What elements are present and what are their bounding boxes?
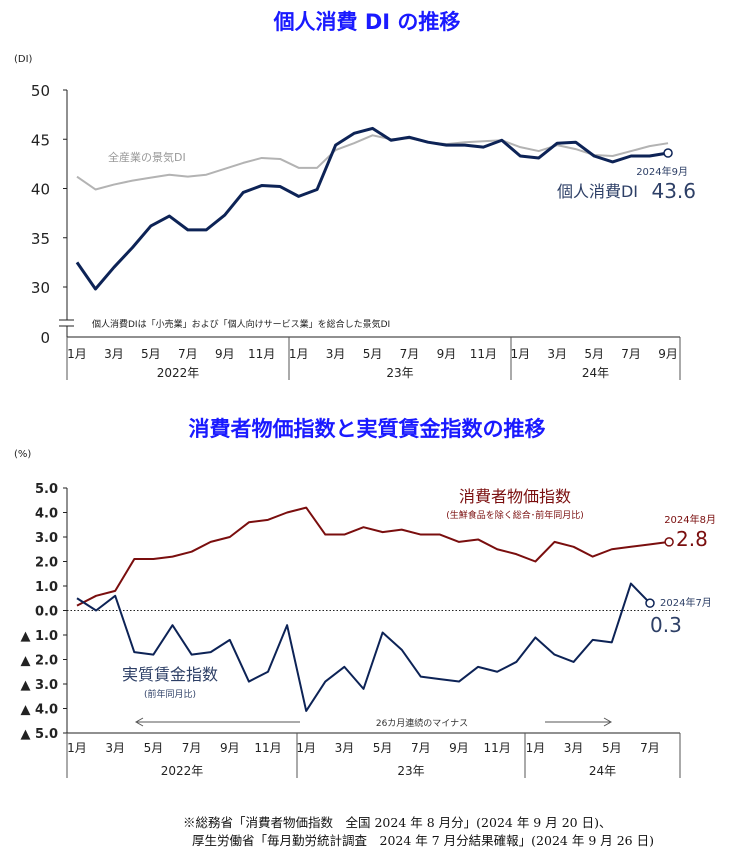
y-tick-label: 30 bbox=[31, 279, 50, 297]
y-zero-label: 0 bbox=[40, 329, 50, 347]
annotation-negative-streak: 26カ月連続のマイナス bbox=[376, 717, 468, 729]
x-tick-label: 11月 bbox=[254, 741, 281, 755]
y-tick-label: 5.0 bbox=[35, 482, 58, 497]
year-label: 2022年 bbox=[161, 764, 204, 778]
legend-real-wage-sub: (前年同月比) bbox=[144, 688, 196, 700]
x-tick-label: 11月 bbox=[484, 741, 511, 755]
x-tick-label: 9月 bbox=[658, 347, 678, 361]
latest-date: 2024年9月 bbox=[636, 165, 688, 178]
y-tick-label: 3.0 bbox=[35, 531, 58, 546]
x-tick-label: 1月 bbox=[510, 347, 530, 361]
chart2-cpi-real-wage: 5.0 4.0 3.0 2.0 1.0 0.0 ▲ 1.0 ▲ 2.0 ▲ 3.0 ▲ 4.0 ▲ … bbox=[20, 482, 716, 778]
x-tick-label: 7月 bbox=[178, 347, 198, 361]
wage-latest-date: 2024年7月 bbox=[660, 596, 712, 609]
y-tick-label: ▲ 4.0 bbox=[20, 703, 58, 718]
y-tick-label: 1.0 bbox=[35, 580, 58, 595]
x-tick-label: 5月 bbox=[141, 347, 161, 361]
x-tick-label: 7月 bbox=[182, 741, 202, 755]
year-label: 24年 bbox=[589, 764, 616, 778]
year-label: 23年 bbox=[397, 764, 424, 778]
x-tick-label: 7月 bbox=[400, 347, 420, 361]
y-tick-label: 2.0 bbox=[35, 556, 58, 571]
legend-cpi-sub: (生鮮食品を除く総合･前年同月比) bbox=[446, 509, 584, 521]
legend-cpi: 消費者物価指数 bbox=[459, 487, 571, 506]
chart1-unit-label: (DI) bbox=[14, 54, 33, 65]
chart2-title: 消費者物価指数と実質賃金指数の推移 bbox=[188, 417, 546, 441]
legend-real-wage: 実質賃金指数 bbox=[122, 665, 218, 684]
x-tick-label: 9月 bbox=[215, 347, 235, 361]
cpi-latest-date: 2024年8月 bbox=[664, 513, 716, 526]
x-tick-label: 1月 bbox=[67, 347, 87, 361]
year-label: 24年 bbox=[582, 366, 609, 380]
y-tick-label: ▲ 3.0 bbox=[20, 678, 58, 693]
y-tick-label: 35 bbox=[31, 230, 50, 248]
x-tick-label: 3月 bbox=[105, 741, 125, 755]
x-tick-label: 7月 bbox=[411, 741, 431, 755]
x-tick-label: 5月 bbox=[584, 347, 604, 361]
latest-value: 43.6 bbox=[651, 179, 696, 203]
x-tick-label: 1月 bbox=[67, 741, 87, 755]
x-tick-label: 9月 bbox=[437, 347, 457, 361]
y-tick-label: 0.0 bbox=[35, 605, 58, 620]
x-tick-label: 5月 bbox=[363, 347, 383, 361]
chart1-title: 個人消費 DI の推移 bbox=[273, 10, 461, 34]
y-tick-label: 45 bbox=[31, 131, 50, 149]
y-tick-label: 50 bbox=[31, 82, 50, 100]
footnote-line-2: 厚生労働省「毎月勤労統計調査 2024 年 7 月分結果確報」(2024 年 9… bbox=[192, 833, 654, 848]
cpi-latest-marker bbox=[664, 537, 674, 547]
x-tick-label: 1月 bbox=[289, 347, 309, 361]
x-tick-label: 1月 bbox=[296, 741, 316, 755]
x-tick-label: 11月 bbox=[248, 347, 275, 361]
x-tick-label: 11月 bbox=[470, 347, 497, 361]
chart1-personal-consumption-di: 50 45 40 35 30 0 個人消費DIは「小売業」および「個人向けサービス業」を総合… bbox=[31, 82, 696, 380]
y-tick-label: ▲ 5.0 bbox=[20, 727, 58, 742]
cpi-latest-value: 2.8 bbox=[676, 527, 708, 551]
x-tick-label: 9月 bbox=[449, 741, 469, 755]
x-tick-label: 7月 bbox=[640, 741, 660, 755]
x-tick-label: 5月 bbox=[373, 741, 393, 755]
year-label: 23年 bbox=[386, 366, 413, 380]
legend-all-industry-di: 全産業の景気DI bbox=[108, 150, 186, 164]
y-tick-label: 40 bbox=[31, 181, 50, 199]
year-label: 2022年 bbox=[157, 366, 200, 380]
chart-note: 個人消費DIは「小売業」および「個人向けサービス業」を総合した景気DI bbox=[92, 318, 390, 330]
latest-marker bbox=[663, 148, 673, 158]
footnote-line-1: ※総務省「消費者物価指数 全国 2024 年 8 月分」(2024 年 9 月 … bbox=[183, 815, 612, 830]
x-tick-label: 3月 bbox=[335, 741, 355, 755]
x-tick-label: 7月 bbox=[621, 347, 641, 361]
arrow-right-head bbox=[603, 717, 613, 727]
y-tick-label: ▲ 2.0 bbox=[20, 654, 58, 669]
y-tick-label: 4.0 bbox=[35, 507, 58, 522]
x-tick-label: 1月 bbox=[526, 741, 546, 755]
x-tick-label: 3月 bbox=[547, 347, 567, 361]
series-cpi bbox=[76, 506, 670, 607]
x-tick-label: 9月 bbox=[220, 741, 240, 755]
x-tick-label: 3月 bbox=[104, 347, 124, 361]
footnote: ※総務省「消費者物価指数 全国 2024 年 8 月分」(2024 年 9 月 … bbox=[183, 814, 654, 850]
x-tick-label: 5月 bbox=[144, 741, 164, 755]
x-tick-label: 5月 bbox=[602, 741, 622, 755]
arrow-left-head bbox=[134, 717, 144, 727]
legend-personal-consumption-di: 個人消費DI bbox=[557, 182, 638, 201]
x-tick-label: 3月 bbox=[326, 347, 346, 361]
y-tick-label: ▲ 1.0 bbox=[20, 629, 58, 644]
x-tick-label: 3月 bbox=[564, 741, 584, 755]
wage-latest-marker bbox=[645, 598, 655, 608]
chart2-unit-label: (%) bbox=[14, 449, 32, 460]
wage-latest-value: 0.3 bbox=[650, 613, 682, 637]
